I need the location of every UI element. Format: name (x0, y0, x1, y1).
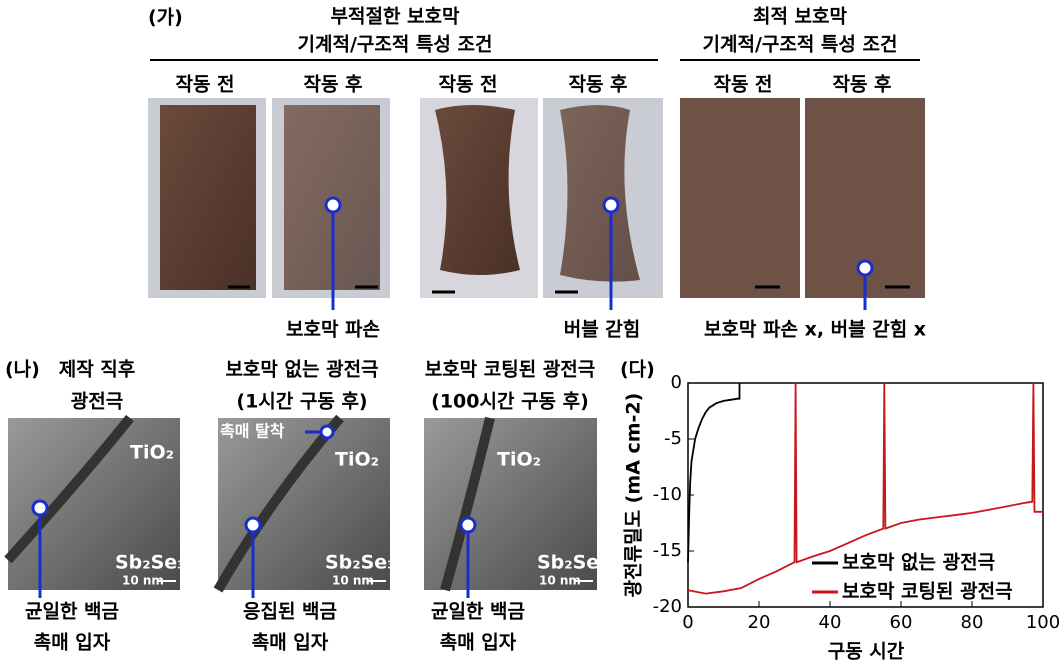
column-subtitle: (1시간 구동 후) (236, 391, 367, 413)
tio2-label: TiO₂ (130, 442, 174, 464)
x-axis-label: 구동 시간 (828, 641, 905, 663)
x-tick-label: 0 (682, 612, 693, 633)
annotation: 보호막 파손 x, 버블 갇힘 x (704, 319, 926, 341)
column-label: 작동 후 (832, 74, 891, 96)
panel-label: (나) (5, 359, 40, 381)
column-subtitle: 광전극 (71, 391, 123, 413)
scale-label: 10 nm (332, 574, 374, 588)
group-title: 부적절한 보호막 (331, 6, 460, 28)
caption: 균일한 백금 (25, 601, 119, 623)
group-subtitle: 기계적/구조적 특성 조건 (298, 34, 493, 56)
x-tick-label: 60 (890, 612, 913, 633)
column-label: 작동 전 (713, 74, 772, 96)
caption: 균일한 백금 (431, 601, 525, 623)
group-title: 최적 보호막 (753, 6, 848, 28)
photos (148, 98, 925, 310)
tio2-label: TiO₂ (497, 449, 541, 471)
panel-label: (가) (148, 7, 183, 29)
x-tick-label: 40 (819, 612, 842, 633)
detach-label: 촉매 탈착 (220, 422, 285, 441)
panel-label: (다) (620, 359, 655, 381)
x-tick-label: 20 (748, 612, 771, 633)
series-line (687, 383, 741, 563)
column-label: 작동 전 (175, 74, 234, 96)
sb2se3-label: Sb₂Se₃ (325, 552, 396, 574)
column-subtitle: (100시간 구동 후) (431, 391, 589, 413)
column-title: 제작 직후 (59, 359, 136, 381)
tio2-label: TiO₂ (335, 449, 379, 471)
scale-label: 10 nm (539, 574, 581, 588)
series-line (687, 382, 1043, 595)
legend-label: 보호막 없는 광전극 (842, 552, 995, 574)
sb2se3-label: Sb₂Se₃ (537, 552, 608, 574)
caption: 촉매 입자 (252, 632, 329, 654)
caption: 촉매 입자 (34, 632, 111, 654)
scale-label: 10 nm (122, 574, 164, 588)
column-label: 작동 후 (568, 74, 627, 96)
column-title: 보호막 없는 광전극 (225, 359, 378, 381)
annotation: 버블 갇힘 (564, 319, 641, 341)
x-tick-label: 80 (961, 612, 984, 633)
legend-label: 보호막 코팅된 광전극 (842, 581, 1013, 603)
tem-images (4, 414, 597, 598)
y-tick-label: 0 (671, 372, 682, 393)
sb2se3-label: Sb₂Se₃ (115, 552, 186, 574)
column-label: 작동 후 (303, 74, 362, 96)
y-axis-label: 광전류밀도 (mA cm-2) (623, 393, 645, 598)
caption: 응집된 백금 (243, 601, 337, 623)
y-tick-label: -20 (653, 596, 682, 617)
y-tick-label: -5 (664, 428, 682, 449)
y-tick-label: -10 (653, 484, 682, 505)
caption: 촉매 입자 (440, 632, 517, 654)
column-title: 보호막 코팅된 광전극 (425, 359, 596, 381)
x-tick-label: 100 (1026, 612, 1060, 633)
column-label: 작동 전 (438, 74, 497, 96)
annotation: 보호막 파손 (286, 319, 380, 341)
group-subtitle: 기계적/구조적 특성 조건 (703, 34, 898, 56)
y-tick-label: -15 (653, 540, 682, 561)
